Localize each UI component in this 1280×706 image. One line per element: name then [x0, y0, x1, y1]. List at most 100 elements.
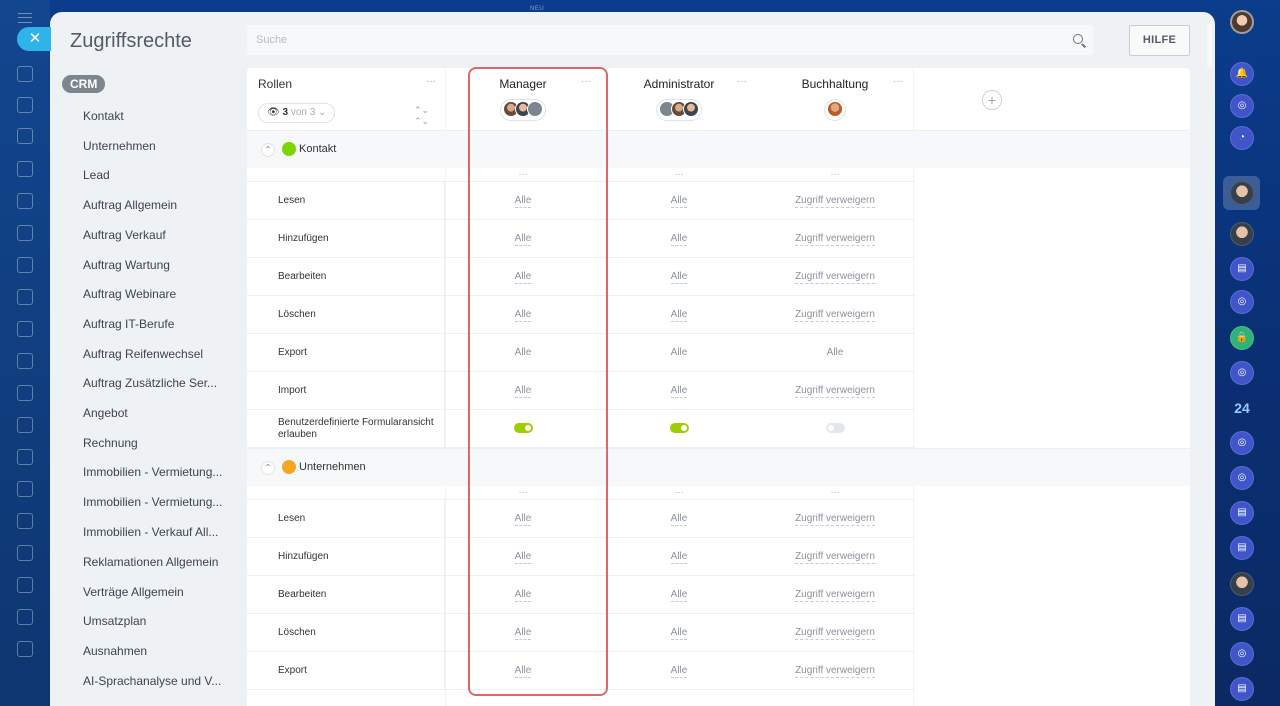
archive-icon[interactable]	[17, 513, 33, 529]
permission-value[interactable]: Alle	[670, 347, 688, 358]
copilot-chat-icon[interactable]: ◎	[1230, 466, 1254, 490]
notifications-icon[interactable]: 🔔	[1230, 62, 1254, 86]
chat-icon[interactable]	[17, 257, 33, 273]
nav-item-auftrag-allgemein[interactable]: Auftrag Allgemein	[83, 198, 178, 212]
nav-item-auftrag-verkauf[interactable]: Auftrag Verkauf	[83, 228, 166, 242]
nav-item-vertraege[interactable]: Verträge Allgemein	[83, 585, 184, 599]
nav-item-auftrag-webinare[interactable]: Auftrag Webinare	[83, 287, 177, 301]
role-menu-icon[interactable]: ···	[893, 76, 903, 87]
chat-icon[interactable]: ▤	[1230, 677, 1254, 701]
permission-value[interactable]: Alle	[670, 385, 688, 398]
permission-value[interactable]: Zugriff verweigern	[795, 513, 875, 526]
shop-icon[interactable]	[17, 385, 33, 401]
permission-value[interactable]: Alle	[514, 271, 532, 284]
copilot-chat-icon[interactable]: ◎	[1230, 431, 1254, 455]
permission-value[interactable]: Alle	[670, 551, 688, 564]
contact-avatar[interactable]	[1230, 572, 1254, 596]
column-menu-icon[interactable]: ···	[830, 487, 840, 497]
collapse-all-icon[interactable]: ⌃⌄ ⌃⌄	[414, 105, 430, 126]
tasks-icon[interactable]	[17, 128, 33, 144]
permission-value[interactable]: Zugriff verweigern	[795, 195, 875, 208]
permission-value[interactable]: Alle	[514, 665, 532, 678]
nav-item-immobilien-vermietung-2[interactable]: Immobilien - Vermietung...	[83, 495, 223, 509]
settings-icon[interactable]	[17, 609, 33, 625]
permission-value[interactable]: Alle	[670, 513, 688, 526]
messages-icon[interactable]	[17, 545, 33, 561]
chevron-up-icon[interactable]: ⌃	[261, 461, 275, 475]
permission-value[interactable]: Alle	[670, 665, 688, 678]
drive-icon[interactable]	[17, 225, 33, 241]
role-menu-icon[interactable]: ···	[737, 76, 747, 87]
role-members-manager[interactable]	[445, 99, 601, 121]
nav-item-immobilien-verkauf[interactable]: Immobilien - Verkauf All...	[83, 525, 219, 539]
contacts-icon[interactable]	[17, 161, 33, 177]
sign-icon[interactable]	[17, 481, 33, 497]
permission-toggle[interactable]	[669, 423, 689, 434]
chat-icon[interactable]: ▤	[1230, 607, 1254, 631]
permission-value[interactable]: Alle	[670, 233, 688, 246]
role-column-manager[interactable]: Manager ···	[445, 68, 601, 130]
nav-item-auftrag-zusaetzliche[interactable]: Auftrag Zusätzliche Ser...	[83, 376, 218, 390]
permission-value[interactable]: Alle	[670, 309, 688, 322]
copilot-chat-icon[interactable]: ◎	[1230, 642, 1254, 666]
add-role-button[interactable]: +	[982, 90, 1002, 110]
documents-icon[interactable]	[17, 193, 33, 209]
permission-value[interactable]: Alle	[514, 589, 532, 602]
nav-item-immobilien-vermietung-1[interactable]: Immobilien - Vermietung...	[83, 465, 223, 479]
nav-item-angebot[interactable]: Angebot	[83, 406, 128, 420]
lock-icon[interactable]: 🔒	[1230, 326, 1254, 350]
nav-item-ai-sprachanalyse[interactable]: AI-Sprachanalyse und V...	[83, 674, 222, 688]
roles-menu-icon[interactable]: ···	[426, 76, 436, 87]
nav-item-auftrag-wartung[interactable]: Auftrag Wartung	[83, 258, 170, 272]
permission-value[interactable]: Zugriff verweigern	[795, 309, 875, 322]
role-members-buchhaltung[interactable]	[757, 99, 913, 121]
role-column-administrator[interactable]: Administrator ···	[601, 68, 757, 130]
permission-value[interactable]: Zugriff verweigern	[795, 627, 875, 640]
group-avatar[interactable]	[1230, 222, 1254, 246]
my-avatar[interactable]	[1230, 10, 1254, 34]
messenger-icon[interactable]: ◔	[1230, 126, 1254, 150]
permission-value[interactable]: Zugriff verweigern	[795, 385, 875, 398]
home-icon[interactable]	[17, 66, 33, 82]
permission-value[interactable]: Alle	[670, 589, 688, 602]
chevron-up-icon[interactable]: ⌃	[261, 143, 275, 157]
team-icon[interactable]	[17, 577, 33, 593]
close-panel-button[interactable]: ✕	[17, 27, 51, 51]
nav-item-ausnahmen[interactable]: Ausnahmen	[83, 644, 148, 658]
permission-value[interactable]: Zugriff verweigern	[795, 551, 875, 564]
permission-value[interactable]: Alle	[514, 195, 532, 208]
permission-value[interactable]: Alle	[514, 627, 532, 640]
permission-value[interactable]: Alle	[670, 271, 688, 284]
menu-icon[interactable]	[18, 13, 32, 23]
permission-value[interactable]: Alle	[670, 195, 688, 208]
chat-icon[interactable]: ▤	[1230, 257, 1254, 281]
nav-item-unternehmen[interactable]: Unternehmen	[83, 139, 156, 153]
nav-item-auftrag-reifenwechsel[interactable]: Auftrag Reifenwechsel	[83, 347, 204, 361]
chat-icon[interactable]: ▤	[1230, 536, 1254, 560]
permission-value[interactable]: Alle	[514, 513, 532, 526]
more-icon[interactable]	[17, 641, 33, 657]
permission-value[interactable]: Alle	[514, 309, 532, 322]
checklist-icon[interactable]	[17, 321, 33, 337]
permission-value[interactable]: Alle	[826, 347, 844, 358]
search-input[interactable]	[247, 25, 1047, 55]
role-column-buchhaltung[interactable]: Buchhaltung ···	[757, 68, 913, 130]
roles-filter[interactable]: 👁 3 von 3 ⌄	[258, 103, 336, 123]
permission-value[interactable]: Zugriff verweigern	[795, 665, 875, 678]
bitrix24-icon[interactable]: 24	[1234, 400, 1250, 416]
nav-item-auftrag-it-berufe[interactable]: Auftrag IT-Berufe	[83, 317, 175, 331]
nav-item-reklamationen[interactable]: Reklamationen Allgemein	[83, 555, 219, 569]
nav-item-rechnung[interactable]: Rechnung	[83, 436, 138, 450]
permission-toggle[interactable]	[513, 423, 533, 434]
column-menu-icon[interactable]: ···	[674, 169, 684, 179]
chat-icon[interactable]: ▤	[1230, 501, 1254, 525]
nav-item-umsatzplan[interactable]: Umsatzplan	[83, 614, 147, 628]
filter-icon[interactable]	[17, 417, 33, 433]
permission-value[interactable]: Alle	[670, 627, 688, 640]
calendar-icon[interactable]	[17, 289, 33, 305]
contact-avatar[interactable]	[1230, 181, 1254, 205]
permission-value[interactable]: Alle	[514, 385, 532, 398]
copilot-chat-icon[interactable]: ◎	[1230, 290, 1254, 314]
reports-icon[interactable]	[17, 353, 33, 369]
permission-toggle[interactable]	[825, 423, 845, 434]
